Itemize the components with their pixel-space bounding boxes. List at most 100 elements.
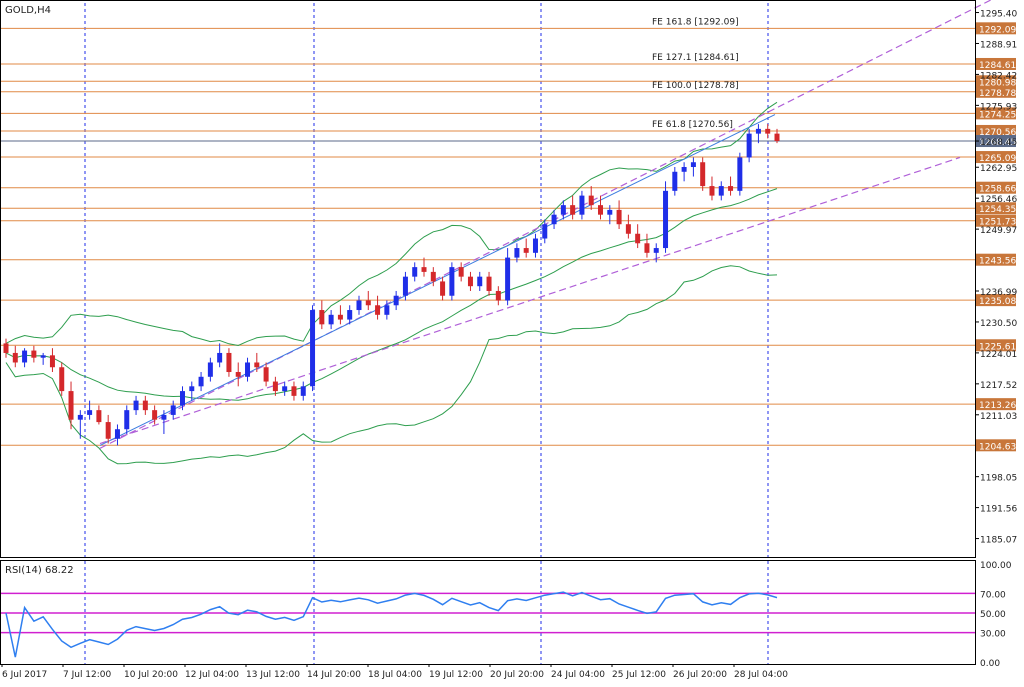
candle-body [505,257,511,301]
candle-body [365,300,371,306]
candle-body [170,405,176,415]
candle-body [328,314,334,325]
candle-body [310,310,316,387]
level-price-tag [976,398,1016,411]
fibonacci-label: FE 61.8 [1270.56] [652,120,733,130]
candle-body [12,352,18,363]
candle-body [514,248,520,258]
candle-body [198,376,204,387]
candle-body [337,314,343,320]
rsi-line [5,591,778,658]
level-price-tag [976,339,1016,352]
price-tick-label: 1230.50 [980,319,1017,329]
level-price-label: 1280.98 [979,78,1016,88]
candle-body [653,248,659,253]
candle-body [254,362,260,368]
rsi-tick-label: 50.00 [980,610,1006,620]
time-tick-label: 10 Jul 20:00 [124,670,178,680]
level-price-label: 1284.61 [979,61,1016,71]
candle-body [291,386,297,396]
candle-body [189,386,195,392]
candle-body [22,350,28,363]
candle-body [68,391,74,420]
price-tick-label: 1191.56 [980,505,1017,515]
level-price-tag [976,202,1016,215]
price-tick-label: 1236.99 [980,288,1017,298]
level-price-label: 1292.09 [979,25,1016,35]
candle-body [152,410,158,420]
time-tick-label: 7 Jul 12:00 [63,670,112,680]
candle-body [31,350,37,358]
level-price-label: 1254.35 [979,205,1016,215]
candle-body [746,133,752,158]
candle-body [77,414,83,420]
rsi-tick-label: 30.00 [980,630,1006,640]
price-tick-label: 1249.97 [980,226,1017,236]
candle-body [495,290,501,301]
candle-body [765,128,771,134]
band-lower [5,265,778,465]
candle-body [625,224,631,234]
fibonacci-labels: FE 161.8 [1292.09] FE 127.1 [1284.61] FE 1… [652,17,739,130]
price-tick-label: 1224.01 [980,350,1017,360]
fibonacci-label: FE 161.8 [1292.09] [652,17,739,27]
band-middle [5,188,778,401]
candle-body [87,410,93,415]
candle-body [226,352,232,373]
candle-body [607,209,613,215]
level-price-tag [976,253,1016,266]
candle-body [690,162,696,168]
price-tick-label: 1185.07 [980,536,1017,546]
candle-body [105,422,111,439]
candle-body [774,133,780,142]
candlesticks [3,124,780,446]
candle-body [142,400,148,411]
candle-body [728,186,734,191]
candle-body [542,224,548,239]
level-price-tag [976,22,1016,35]
time-tick-label: 13 Jul 12:00 [246,670,300,680]
price-tick-label: 1268.45 [980,138,1017,148]
price-tick-label: 1198.05 [980,474,1017,484]
candle-body [570,205,576,215]
time-tick-label: 28 Jul 04:00 [734,670,788,680]
rsi-tick-label: 70.00 [980,590,1006,600]
candle-body [40,355,46,358]
price-tick-label: 1256.46 [980,195,1017,205]
time-tick-label: 25 Jul 12:00 [612,670,666,680]
time-tick-label: 6 Jul 2017 [2,670,47,680]
rsi-panel: 100.00 70.00 50.00 30.00 0.00 [0,561,1012,669]
candle-body [560,205,566,215]
price-tick-label: 1217.52 [980,381,1017,391]
candle-body [588,195,594,206]
rsi-tick-label: 100.00 [980,561,1012,571]
candle-body [347,310,353,320]
candle-body [551,214,557,225]
candle-body [523,248,529,253]
time-tick-label: 26 Jul 20:00 [673,670,727,680]
candle-body [356,300,362,311]
current-price-label: 1268.45 [979,138,1016,148]
level-price-label: 1243.56 [979,257,1016,267]
rsi-label: RSI(14) 68.22 [5,565,74,576]
price-tick-label: 1282.42 [980,71,1017,81]
candle-body [709,186,715,196]
level-price-label: 1213.26 [979,401,1016,411]
candle-body [616,209,622,225]
candle-body [635,233,641,244]
level-price-label: 1204.63 [979,442,1016,452]
price-tick-label: 1275.93 [980,102,1017,112]
candle-body [737,157,743,191]
candle-body [384,305,390,315]
level-price-label: 1225.61 [979,342,1016,352]
candle-body [393,295,399,306]
price-tick-label: 1295.40 [980,10,1017,20]
level-price-tag [976,75,1016,88]
candle-body [96,410,102,423]
level-price-tag [976,107,1016,120]
candle-body [133,400,139,411]
